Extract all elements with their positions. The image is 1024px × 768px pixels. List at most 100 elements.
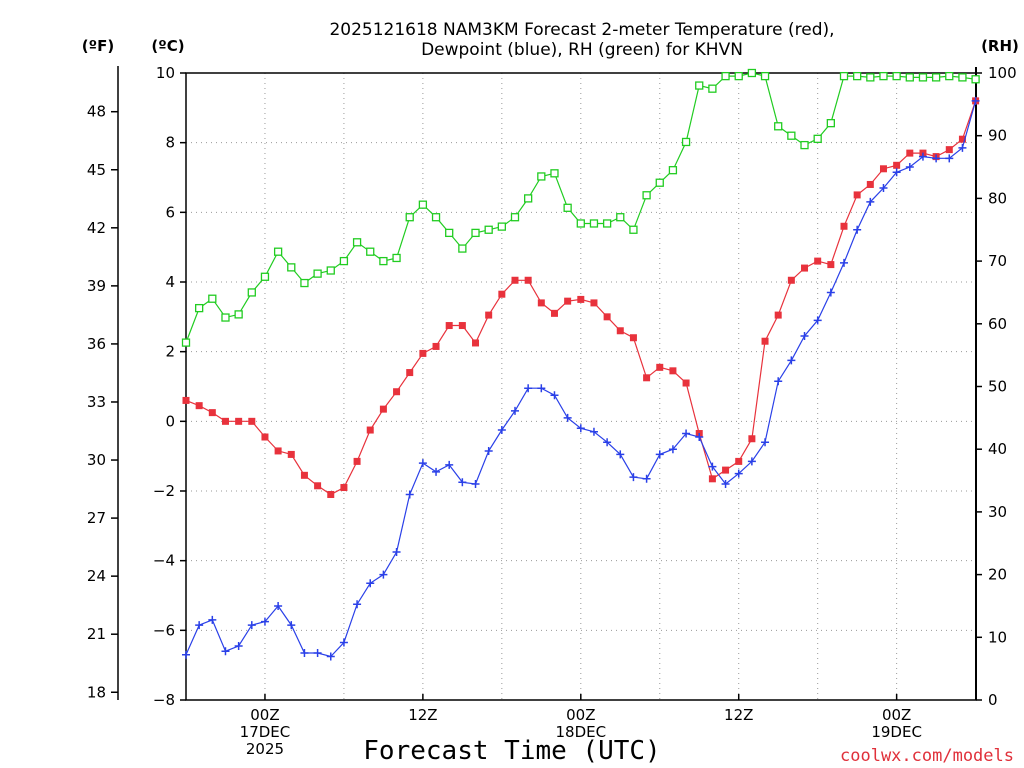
- temperature-point: [221, 417, 229, 425]
- rh-point: [418, 200, 428, 209]
- rh-point: [563, 203, 572, 212]
- rh-point: [734, 71, 743, 81]
- rh-point: [221, 313, 230, 322]
- temperature-point: [300, 471, 308, 479]
- rh-point: [616, 213, 625, 222]
- rh-point: [826, 119, 835, 128]
- tick-labels: −8−6−4−202468101821242730333639424548010…: [87, 64, 1017, 758]
- rh-point: [181, 338, 191, 347]
- temperature-point: [208, 409, 216, 417]
- dewpoint-point: [734, 469, 743, 478]
- temperature-point: [485, 311, 493, 319]
- temperature-point: [577, 295, 585, 303]
- rh-tick-label: 100: [988, 64, 1017, 82]
- rh-tick-label: 40: [988, 440, 1007, 458]
- temperature-point: [524, 276, 532, 284]
- rh-point: [537, 172, 546, 181]
- temperature-point: [340, 484, 348, 492]
- dewpoint-point: [761, 438, 770, 447]
- celsius-unit-label: (ºC): [151, 37, 184, 55]
- temperature-point: [748, 435, 756, 443]
- x-tick-label: 00Z: [250, 706, 279, 724]
- rh-point: [287, 263, 296, 272]
- rh-point: [497, 222, 506, 231]
- rh-tick-label: 90: [988, 127, 1007, 145]
- rh-point: [800, 140, 809, 150]
- temperature-point: [248, 417, 256, 425]
- rh-point: [260, 272, 270, 281]
- dewpoint-point: [826, 288, 835, 297]
- rh-point: [958, 73, 967, 82]
- rh-tick-label: 70: [988, 252, 1007, 270]
- temperature-point: [840, 222, 848, 230]
- temperature-point: [906, 149, 914, 157]
- dewpoint-point: [721, 480, 730, 489]
- x-tick-label: 12Z: [724, 706, 753, 724]
- rh-point: [510, 213, 520, 222]
- temperature-point: [866, 180, 874, 188]
- rh-point: [392, 253, 401, 263]
- temperature-point: [590, 299, 598, 307]
- chart-title-line-1: 2025121618 NAM3KM Forecast 2-meter Tempe…: [329, 20, 834, 40]
- dewpoint-point: [221, 647, 230, 656]
- temperature-point: [327, 490, 335, 498]
- rh-tick-label: 0: [988, 691, 998, 709]
- rh-point: [721, 71, 730, 81]
- rh-point: [352, 238, 362, 247]
- celsius-tick-label: −6: [153, 621, 175, 639]
- rh-point: [760, 71, 770, 81]
- dewpoint-point: [589, 427, 598, 436]
- dewpoint-point: [300, 648, 309, 657]
- dewpoint-point: [958, 143, 967, 152]
- temperature-point: [801, 264, 809, 272]
- dewpoint-point: [418, 459, 427, 468]
- rh-point: [866, 73, 875, 82]
- dewpoint-point: [432, 467, 441, 476]
- temperature-point: [353, 457, 361, 465]
- dewpoint-point: [800, 331, 809, 340]
- temperature-point: [498, 290, 506, 298]
- rh-point: [208, 294, 217, 303]
- rh-point: [313, 269, 322, 278]
- dewpoint-point: [234, 642, 243, 651]
- rh-point: [813, 134, 822, 143]
- x-tick-label: 2025: [246, 740, 284, 758]
- dewpoint-point: [879, 183, 888, 192]
- rh-point: [629, 225, 638, 234]
- temperature-point: [445, 322, 453, 330]
- dewpoint-point: [905, 163, 914, 172]
- temperature-point: [893, 161, 901, 169]
- temperature-point: [458, 322, 466, 330]
- x-tick-label: 12Z: [408, 706, 437, 724]
- data-series: [181, 68, 980, 661]
- temperature-point: [261, 433, 269, 441]
- dewpoint-point: [682, 429, 691, 438]
- celsius-tick-label: −8: [153, 691, 175, 709]
- temperature-point: [814, 257, 822, 265]
- temperature-point: [314, 482, 322, 490]
- dewpoint-point: [524, 384, 533, 393]
- rh-point: [602, 219, 612, 228]
- temperature-point: [393, 388, 401, 396]
- dewpoint-point: [247, 621, 256, 630]
- celsius-tick-label: 4: [165, 273, 175, 291]
- dewpoint-point: [708, 462, 717, 471]
- dewpoint-point: [405, 490, 414, 499]
- dewpoint-point: [550, 391, 559, 400]
- temperature-point: [419, 349, 427, 357]
- temperature-point: [366, 426, 374, 434]
- rh-point: [431, 213, 441, 222]
- dewpoint-point: [945, 154, 954, 163]
- rh-point: [892, 71, 901, 81]
- temperature-point: [182, 396, 190, 404]
- gridlines: [186, 73, 976, 700]
- fahrenheit-tick-label: 24: [87, 567, 106, 585]
- rh-point: [366, 247, 375, 256]
- celsius-tick-label: 0: [165, 412, 175, 430]
- rh-point: [668, 166, 678, 175]
- rh-point: [945, 71, 954, 81]
- rh-tick-label: 10: [988, 628, 1007, 646]
- temperature-point: [774, 311, 782, 319]
- x-tick-label: 17DEC: [240, 723, 291, 741]
